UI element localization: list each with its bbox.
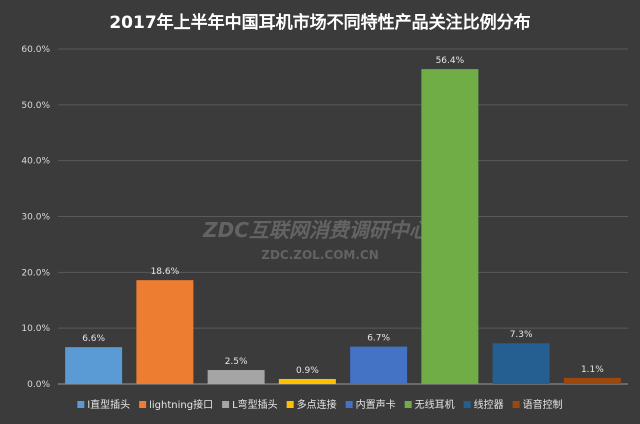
bar — [563, 377, 621, 384]
y-tick-label: 50.0% — [21, 101, 50, 111]
y-tick-label: 40.0% — [21, 157, 50, 167]
watermark: ZDC互联网消费调研中心 ZDC.ZOL.COM.CN — [202, 218, 430, 262]
y-tick-label: 10.0% — [21, 324, 50, 334]
legend: l直型插头 lightning接口 L弯型插头 多点连接 内置声卡 无线耳机 线控器 语音控制 — [77, 398, 563, 411]
legend-label: L弯型插头 — [232, 398, 278, 411]
legend-swatch — [512, 401, 520, 408]
legend-label: 内置声卡 — [356, 398, 396, 411]
data-label: 2.5% — [225, 357, 248, 367]
grid: 0.0% 10.0% 20.0% 30.0% 40.0% 50.0% 60.0% — [21, 45, 628, 390]
data-label: 56.4% — [436, 56, 465, 66]
legend-swatch — [463, 401, 471, 408]
chart-title: 2017年上半年中国耳机市场不同特性产品关注比例分布 — [109, 12, 530, 33]
bar — [207, 370, 265, 384]
legend-label: 线控器 — [474, 398, 504, 411]
data-labels: 6.6% 18.6% 2.5% 0.9% 6.7% 56.4% 7.3% 1.1% — [82, 56, 604, 376]
bars — [65, 69, 621, 384]
legend-label: lightning接口 — [149, 398, 213, 411]
legend-swatch — [345, 401, 353, 408]
watermark-line-2: ZDC.ZOL.COM.CN — [261, 248, 379, 262]
y-tick-label: 60.0% — [21, 45, 50, 55]
bar — [278, 378, 336, 384]
legend-label: 语音控制 — [523, 398, 563, 411]
data-label: 1.1% — [581, 365, 604, 375]
legend-swatch — [77, 401, 85, 408]
legend-swatch — [404, 401, 412, 408]
bar — [136, 280, 194, 384]
watermark-line-1: ZDC互联网消费调研中心 — [202, 218, 430, 242]
data-label: 7.3% — [510, 330, 533, 340]
legend-swatch — [222, 401, 230, 408]
data-label: 0.9% — [296, 366, 319, 376]
y-tick-label: 20.0% — [21, 268, 50, 278]
bar — [492, 343, 550, 384]
y-tick-label: 0.0% — [27, 380, 50, 390]
legend-swatch — [139, 401, 147, 408]
legend-swatch — [286, 401, 294, 408]
legend-label: 无线耳机 — [415, 398, 455, 411]
bar — [421, 69, 479, 384]
legend-label: l直型插头 — [87, 398, 130, 411]
bar — [65, 347, 123, 384]
data-label: 6.7% — [367, 334, 390, 344]
bar — [350, 346, 408, 384]
data-label: 6.6% — [82, 334, 105, 344]
legend-label: 多点连接 — [297, 398, 337, 411]
y-tick-label: 30.0% — [21, 213, 50, 223]
data-label: 18.6% — [151, 267, 180, 277]
